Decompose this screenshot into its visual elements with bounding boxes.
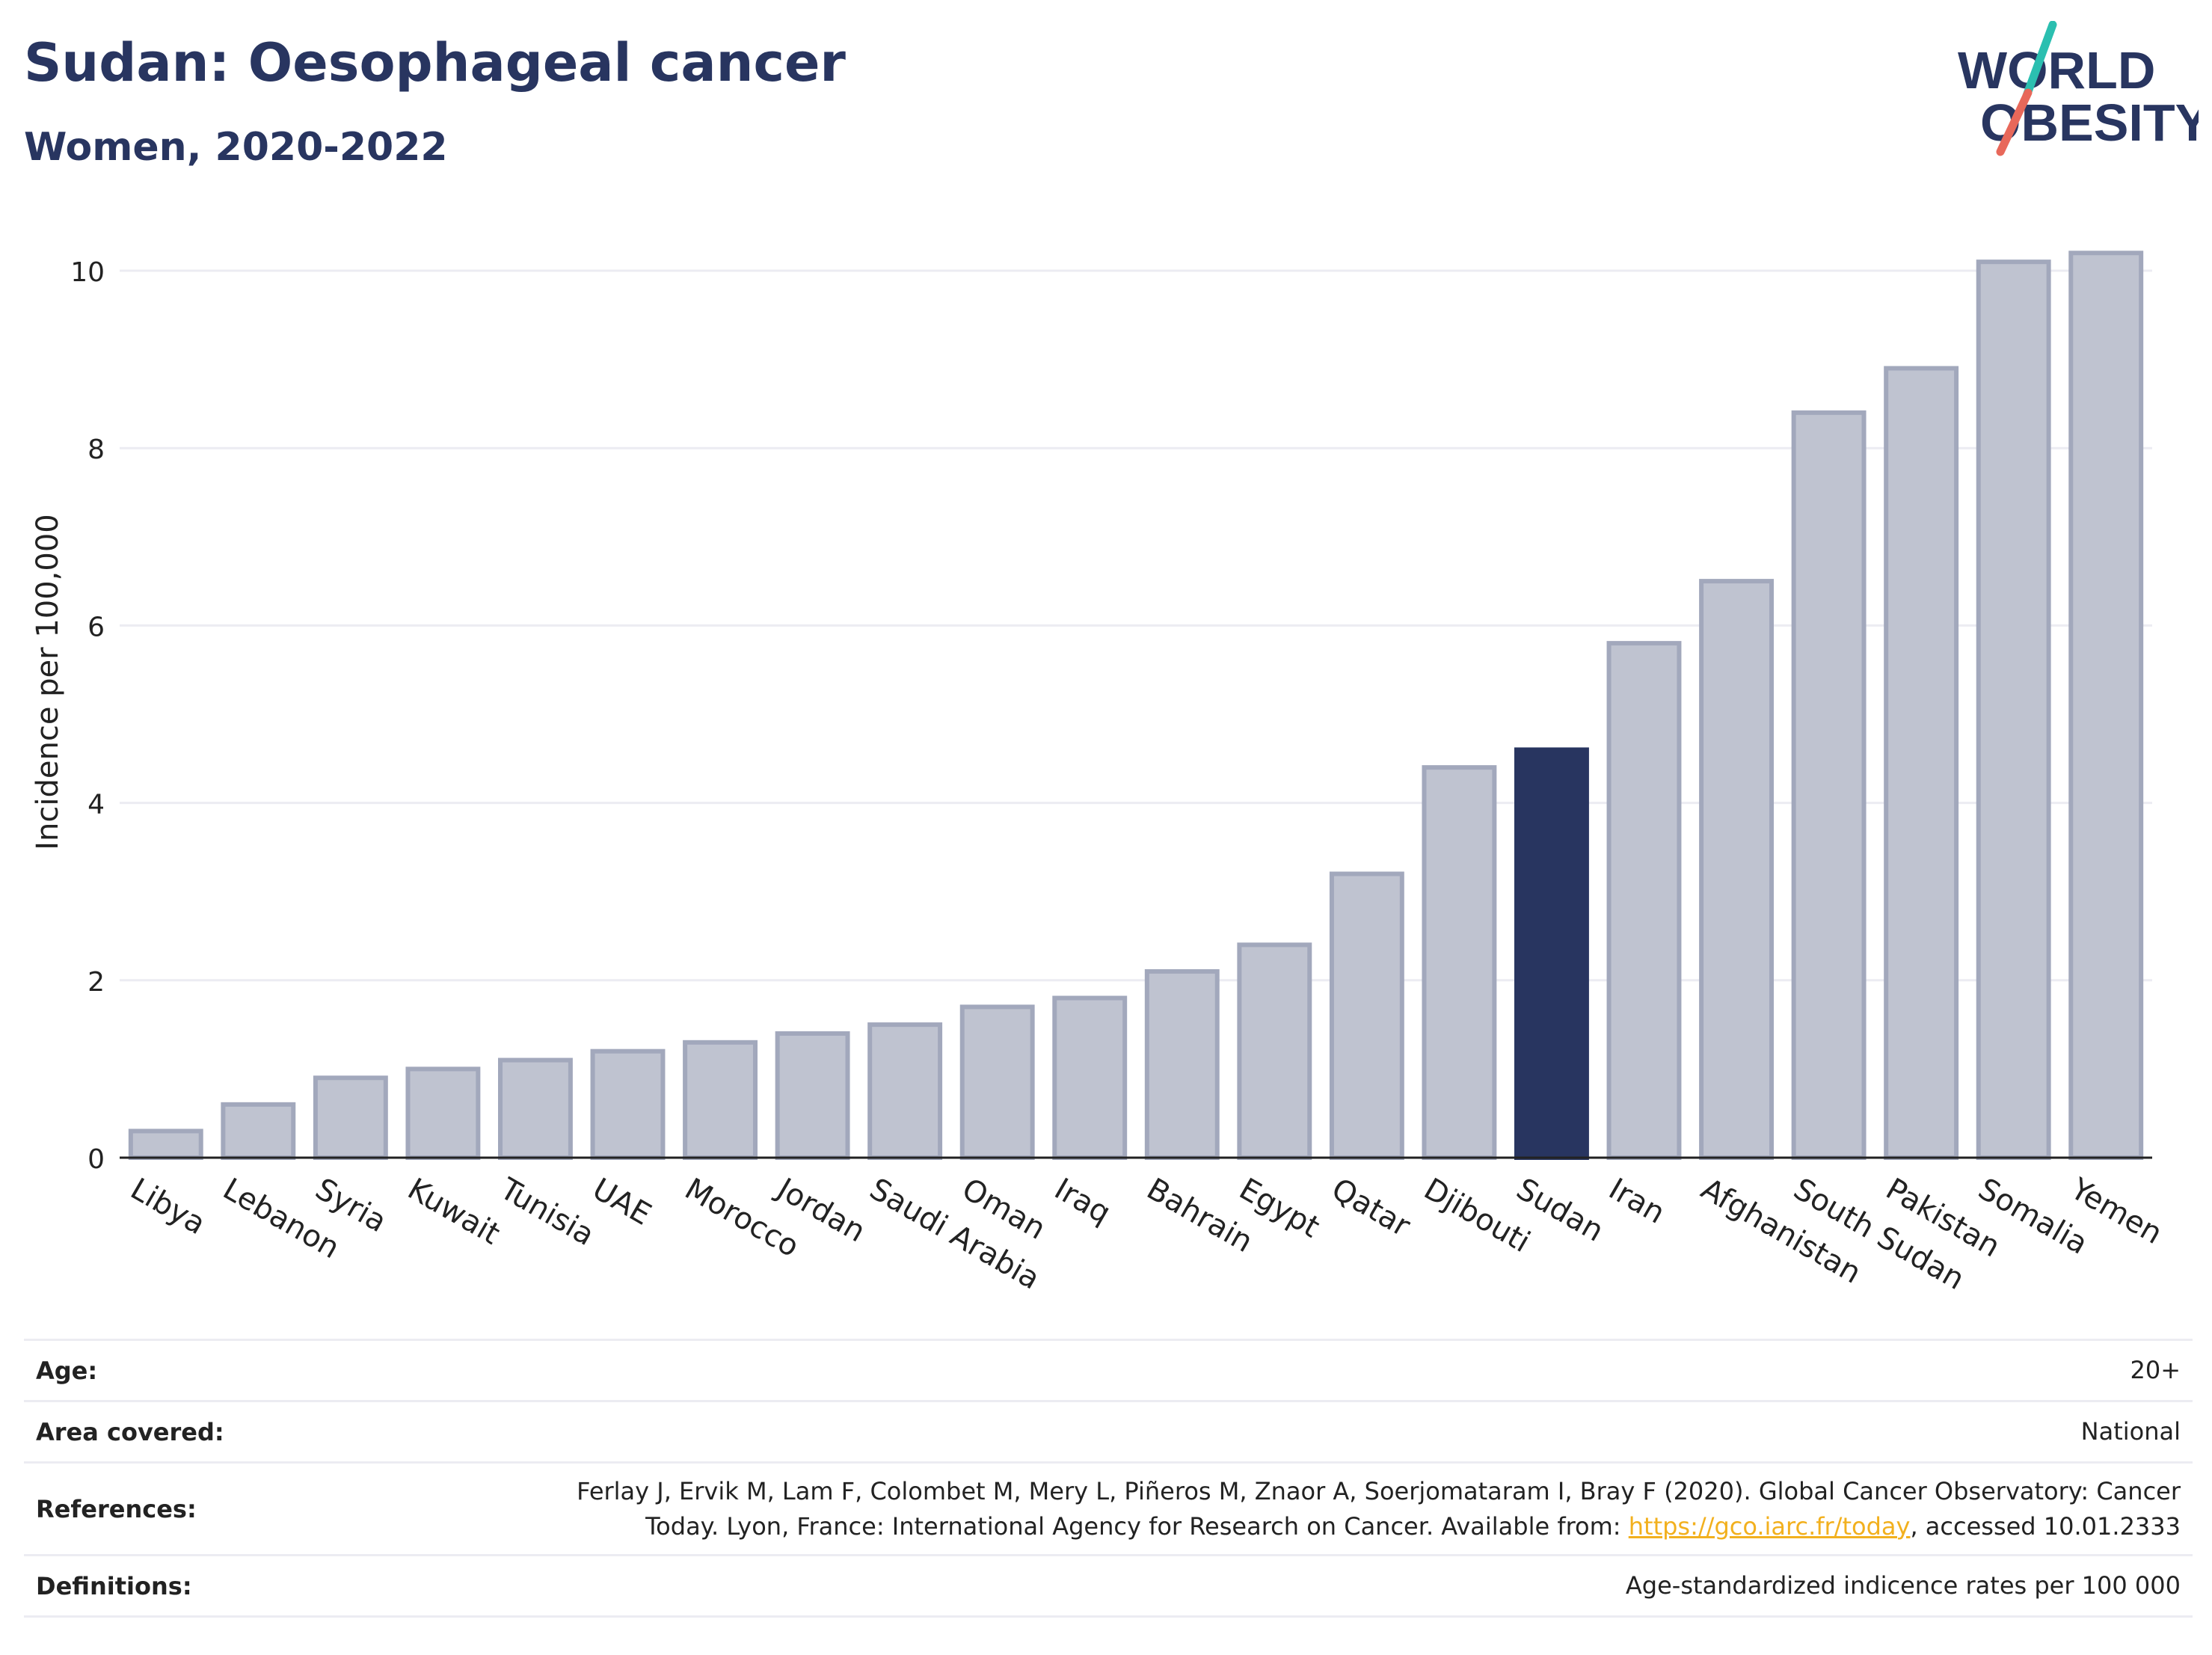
- bar: [498, 1057, 573, 1161]
- bars: [128, 251, 2144, 1161]
- bar: [1422, 765, 1497, 1161]
- bar: [1144, 968, 1220, 1160]
- references-value: Ferlay J, Ervik M, Lam F, Colombet M, Me…: [422, 1461, 2193, 1556]
- bar: [313, 1075, 388, 1161]
- info-row-area: Area covered: National: [24, 1400, 2193, 1463]
- x-tick-label: Libya: [125, 1172, 212, 1241]
- logo-slash-coral: [1996, 88, 2033, 156]
- bar: [1791, 410, 1867, 1160]
- area-label: Area covered:: [24, 1400, 422, 1463]
- area-value: National: [422, 1400, 2193, 1463]
- info-row-age: Age: 20+: [24, 1339, 2193, 1401]
- x-tick-label: Kuwait: [402, 1172, 506, 1252]
- bar: [683, 1040, 758, 1160]
- bar: [1329, 871, 1404, 1160]
- y-tick-label: 0: [87, 1144, 105, 1175]
- references-line-1: Ferlay J, Ervik M, Lam F, Colombet M, Me…: [577, 1477, 2181, 1506]
- logo-text-world: WORLD: [1958, 41, 2155, 99]
- bar: [221, 1102, 296, 1160]
- age-label: Age:: [24, 1339, 422, 1401]
- x-tick-label: Iraq: [1048, 1172, 1116, 1231]
- bar: [405, 1066, 481, 1161]
- x-tick-label: Iran: [1603, 1172, 1671, 1231]
- y-tick-label: 4: [87, 790, 105, 820]
- bar-highlighted: [1514, 747, 1589, 1160]
- info-row-references: References: Ferlay J, Ervik M, Lam F, Co…: [24, 1461, 2193, 1556]
- bar: [1976, 260, 2051, 1160]
- y-tick-label: 6: [87, 612, 105, 642]
- logo-slash-teal: [2022, 21, 2057, 100]
- references-label: References:: [24, 1461, 422, 1556]
- bar: [1884, 366, 1959, 1161]
- references-line-2: Today. Lyon, France: International Agenc…: [645, 1511, 1629, 1541]
- y-tick-label: 10: [70, 257, 105, 288]
- chart-title: Sudan: Oesophageal cancer: [24, 32, 846, 93]
- bar: [128, 1129, 203, 1161]
- x-tick-label: Tunisia: [494, 1171, 600, 1253]
- y-axis-ticks: 0 2 4 6 8 10: [70, 257, 105, 1175]
- info-row-definitions: Definitions: Age-standardized indicence …: [24, 1554, 2193, 1618]
- x-tick-label: Qatar: [1326, 1172, 1416, 1244]
- bar: [867, 1022, 943, 1160]
- references-accessed: , accessed 10.01.2333: [1910, 1511, 2181, 1541]
- age-value: 20+: [422, 1339, 2193, 1401]
- bar: [1606, 641, 1682, 1160]
- x-tick-label: Djibouti: [1418, 1172, 1535, 1259]
- bar: [775, 1031, 850, 1160]
- bar: [590, 1048, 666, 1161]
- definitions-value: Age-standardized indicence rates per 100…: [422, 1554, 2193, 1618]
- bar: [1237, 942, 1312, 1160]
- bar: [959, 1004, 1035, 1160]
- chart-subtitle: Women, 2020-2022: [24, 125, 448, 170]
- bar: [1052, 995, 1128, 1161]
- x-tick-label: Bahrain: [1141, 1172, 1259, 1259]
- y-tick-label: 2: [87, 967, 105, 998]
- y-axis-label: Incidence per 100,000: [31, 514, 65, 850]
- references-link[interactable]: https://gco.iarc.fr/today: [1628, 1511, 1911, 1541]
- info-table: Age: 20+ Area covered: National Referenc…: [24, 1339, 2193, 1618]
- world-obesity-logo: WORLD OBESITY: [1958, 21, 2199, 156]
- bar: [1699, 579, 1774, 1160]
- bar: [2068, 251, 2144, 1160]
- definitions-label: Definitions:: [24, 1554, 422, 1618]
- y-tick-label: 8: [87, 435, 105, 465]
